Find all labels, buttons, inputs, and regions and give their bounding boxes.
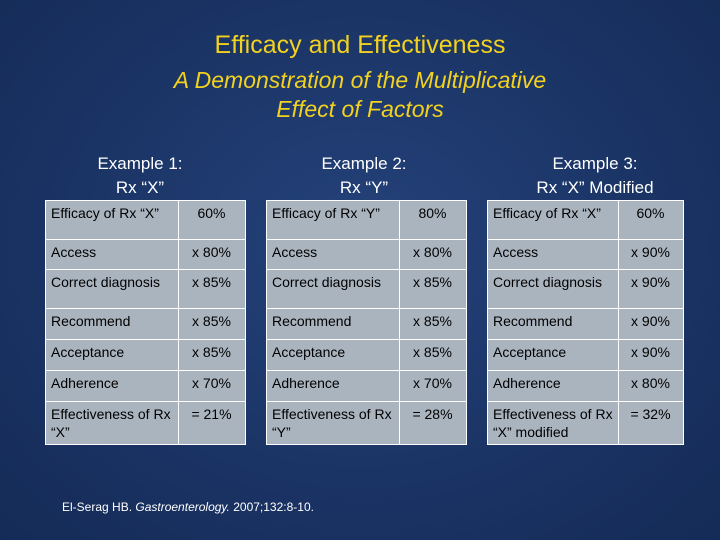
row-label: Correct diagnosis <box>45 269 179 309</box>
table-row: Effectiveness of Rx “X” modified = 32% <box>487 401 684 445</box>
row-label: Effectiveness of Rx “X” <box>45 401 179 445</box>
row-label: Adherence <box>266 370 400 402</box>
table-row: Adherence x 70% <box>266 370 467 402</box>
row-value: x 85% <box>178 339 246 371</box>
row-value: = 21% <box>178 401 246 445</box>
row-label: Effectiveness of Rx “Y” <box>266 401 400 445</box>
example-2-heading: Example 2: Rx “Y” <box>254 152 474 200</box>
citation: El-Serag HB. Gastroenterology. 2007;132:… <box>62 500 314 514</box>
row-label: Efficacy of Rx “X” <box>487 200 619 240</box>
table-row: Recommend x 85% <box>266 308 467 340</box>
table-row: Effectiveness of Rx “Y” = 28% <box>266 401 467 445</box>
table-row: Adherence x 80% <box>487 370 684 402</box>
row-label: Acceptance <box>45 339 179 371</box>
table-row: Correct diagnosis x 90% <box>487 269 684 309</box>
table-row: Effectiveness of Rx “X” = 21% <box>45 401 246 445</box>
example-3-heading-line-1: Example 3: <box>552 154 638 173</box>
row-value: x 80% <box>618 370 684 402</box>
row-label: Access <box>487 239 619 270</box>
table-row: Efficacy of Rx “X” 60% <box>487 200 684 240</box>
table-row: Correct diagnosis x 85% <box>266 269 467 309</box>
row-value: 60% <box>618 200 684 240</box>
table-row: Access x 80% <box>266 239 467 270</box>
table-row: Efficacy of Rx “Y” 80% <box>266 200 467 240</box>
table-row: Acceptance x 85% <box>266 339 467 371</box>
row-value: x 90% <box>618 239 684 270</box>
row-value: x 85% <box>399 308 467 340</box>
row-value: 60% <box>178 200 246 240</box>
table-row: Correct diagnosis x 85% <box>45 269 246 309</box>
row-label: Correct diagnosis <box>487 269 619 309</box>
row-value: x 80% <box>178 239 246 270</box>
row-value: x 85% <box>399 339 467 371</box>
example-1-heading-line-1: Example 1: <box>97 154 183 173</box>
subtitle-line-1: A Demonstration of the Multiplicative <box>173 67 547 93</box>
citation-journal: Gastroenterology. <box>135 500 230 514</box>
row-label: Effectiveness of Rx “X” modified <box>487 401 619 445</box>
table-row: Recommend x 85% <box>45 308 246 340</box>
slide-subtitle: A Demonstration of the Multiplicative Ef… <box>0 66 720 124</box>
row-label: Acceptance <box>266 339 400 371</box>
row-label: Access <box>45 239 179 270</box>
table-row: Access x 80% <box>45 239 246 270</box>
example-3-table: Efficacy of Rx “X” 60% Access x 90% Correc… <box>487 200 684 445</box>
table-row: Efficacy of Rx “X” 60% <box>45 200 246 240</box>
example-1-heading-line-2: Rx “X” <box>115 178 165 197</box>
row-label: Acceptance <box>487 339 619 371</box>
citation-authors: El-Serag HB. <box>62 500 133 514</box>
row-value: x 85% <box>399 269 467 309</box>
row-label: Efficacy of Rx “Y” <box>266 200 400 240</box>
row-value: x 70% <box>178 370 246 402</box>
row-value: x 70% <box>399 370 467 402</box>
row-label: Recommend <box>45 308 179 340</box>
table-row: Acceptance x 85% <box>45 339 246 371</box>
subtitle-line-2: Effect of Factors <box>276 96 444 122</box>
example-1-table: Efficacy of Rx “X” 60% Access x 80% Correc… <box>45 200 246 445</box>
row-value: x 90% <box>618 308 684 340</box>
citation-details: 2007;132:8-10. <box>233 500 314 514</box>
table-row: Acceptance x 90% <box>487 339 684 371</box>
table-row: Recommend x 90% <box>487 308 684 340</box>
row-value: x 90% <box>618 269 684 309</box>
example-2-table: Efficacy of Rx “Y” 80% Access x 80% Correc… <box>266 200 467 445</box>
row-label: Recommend <box>487 308 619 340</box>
row-value: x 90% <box>618 339 684 371</box>
row-value: x 80% <box>399 239 467 270</box>
row-value: x 85% <box>178 308 246 340</box>
example-3-heading: Example 3: Rx “X” Modified <box>485 152 705 200</box>
example-3-heading-line-2: Rx “X” Modified <box>536 178 654 197</box>
row-label: Recommend <box>266 308 400 340</box>
row-label: Efficacy of Rx “X” <box>45 200 179 240</box>
row-value: = 28% <box>399 401 467 445</box>
table-row: Adherence x 70% <box>45 370 246 402</box>
example-2-heading-line-1: Example 2: <box>321 154 407 173</box>
example-2-heading-line-2: Rx “Y” <box>339 178 389 197</box>
row-label: Correct diagnosis <box>266 269 400 309</box>
row-value: x 85% <box>178 269 246 309</box>
row-label: Adherence <box>487 370 619 402</box>
slide-title: Efficacy and Effectiveness <box>214 31 506 59</box>
row-value: 80% <box>399 200 467 240</box>
example-1-heading: Example 1: Rx “X” <box>30 152 250 200</box>
row-label: Access <box>266 239 400 270</box>
row-label: Adherence <box>45 370 179 402</box>
table-row: Access x 90% <box>487 239 684 270</box>
row-value: = 32% <box>618 401 684 445</box>
